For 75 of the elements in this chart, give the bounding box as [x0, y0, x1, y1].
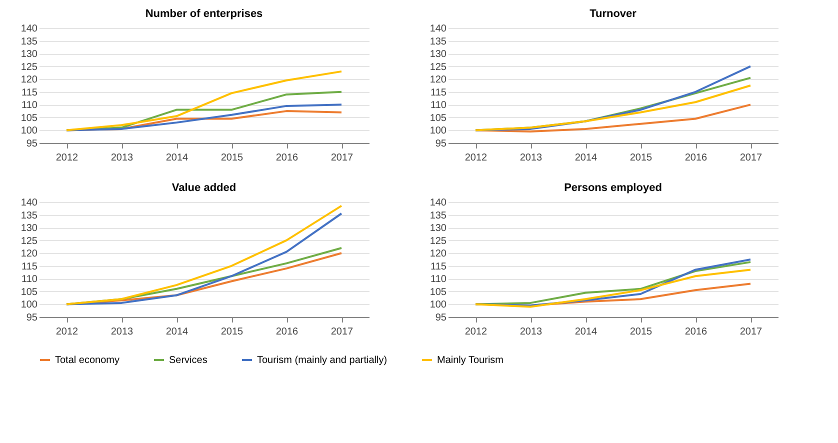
y-tick-label: 140 [20, 24, 38, 34]
x-tick-label: 2017 [330, 152, 354, 164]
x-tick-label: 2014 [574, 326, 598, 338]
x-tick-label: 2014 [574, 152, 598, 164]
x-tick-label: 2016 [684, 152, 708, 164]
x-tick-label: 2015 [220, 326, 244, 338]
y-tick-label: 100 [20, 126, 38, 137]
y-tick-label: 120 [20, 248, 38, 260]
y-tick-label: 110 [430, 100, 447, 112]
y-tick-label: 95 [26, 312, 38, 324]
chart-title: Turnover [590, 8, 638, 20]
y-tick-label: 135 [430, 36, 447, 48]
y-tick-label: 140 [430, 198, 447, 208]
legend-label: Total economy [55, 355, 120, 366]
x-tick-label: 2012 [56, 326, 79, 338]
y-tick-label: 135 [20, 210, 38, 222]
x-tick-label: 2015 [220, 152, 244, 164]
y-tick-label: 100 [430, 126, 447, 137]
y-tick-label: 115 [22, 261, 38, 272]
x-tick-label: 2015 [630, 326, 653, 338]
y-tick-label: 125 [20, 62, 38, 73]
y-tick-label: 120 [430, 248, 447, 260]
y-tick-label: 140 [430, 24, 447, 34]
y-tick-label: 125 [430, 236, 447, 247]
x-tick-label: 2017 [740, 152, 763, 164]
legend-label: Mainly Tourism [437, 355, 504, 366]
line-series [474, 104, 752, 132]
legend-label: Tourism (mainly and partially) [257, 355, 388, 366]
x-tick-label: 2017 [740, 326, 763, 338]
x-tick-label: 2015 [630, 152, 653, 164]
chart-title: Number of enterprises [145, 8, 263, 20]
x-tick-label: 2013 [520, 326, 543, 338]
y-tick-label: 115 [22, 87, 38, 98]
x-tick-label: 2017 [330, 326, 354, 338]
x-tick-label: 2016 [276, 152, 299, 164]
y-tick-label: 95 [435, 138, 447, 150]
x-tick-label: 2014 [166, 326, 189, 338]
y-tick-label: 110 [22, 100, 38, 112]
legend-label: Services [169, 355, 208, 366]
x-tick-label: 2012 [464, 326, 488, 338]
x-tick-label: 2013 [110, 152, 134, 164]
y-tick-label: 95 [435, 312, 447, 324]
y-tick-label: 115 [430, 87, 447, 98]
y-tick-label: 125 [20, 236, 38, 247]
y-tick-label: 130 [20, 49, 38, 60]
y-tick-label: 120 [20, 74, 38, 86]
x-tick-label: 2013 [110, 326, 134, 338]
y-tick-label: 140 [20, 198, 38, 208]
y-tick-label: 100 [20, 300, 38, 311]
x-tick-label: 2013 [520, 152, 543, 164]
y-tick-label: 100 [430, 300, 447, 311]
x-tick-label: 2014 [166, 152, 189, 164]
y-tick-label: 135 [20, 36, 38, 48]
line-series [474, 268, 752, 308]
y-tick-label: 105 [20, 286, 38, 298]
x-tick-label: 2016 [684, 326, 708, 338]
y-tick-label: 110 [22, 274, 38, 286]
chart-title: Persons employed [564, 182, 662, 194]
x-tick-label: 2016 [276, 326, 299, 338]
y-tick-label: 105 [20, 112, 38, 124]
y-tick-label: 135 [430, 210, 447, 222]
y-tick-label: 130 [430, 49, 447, 60]
line-series [66, 70, 342, 132]
y-tick-label: 125 [430, 62, 447, 73]
x-tick-label: 2012 [56, 152, 79, 164]
y-tick-label: 95 [26, 138, 38, 150]
x-tick-label: 2012 [464, 152, 488, 164]
y-tick-label: 130 [430, 223, 447, 234]
y-tick-label: 115 [430, 261, 447, 272]
chart-title: Value added [172, 182, 236, 194]
y-tick-label: 110 [430, 274, 447, 286]
y-tick-label: 105 [430, 112, 447, 124]
y-tick-label: 130 [20, 223, 38, 234]
y-tick-label: 105 [430, 286, 447, 298]
y-tick-label: 120 [430, 74, 447, 86]
